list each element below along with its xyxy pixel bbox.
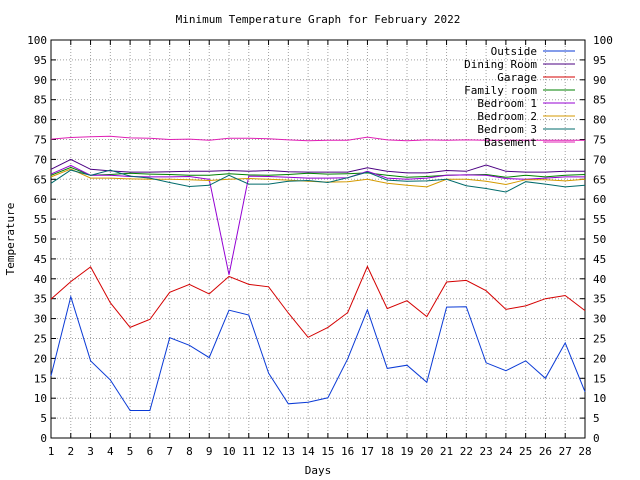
legend-label-bedroom-1: Bedroom 1 [477,97,537,110]
x-tick-label: 26 [539,445,552,458]
x-tick-label: 24 [499,445,513,458]
x-tick-label: 2 [67,445,74,458]
grid [51,40,585,438]
y-tick-label-right: 50 [593,233,606,246]
y-tick-label-right: 10 [593,392,606,405]
x-tick-label: 23 [479,445,492,458]
y-tick-label-left: 15 [34,372,47,385]
y-tick-label-right: 95 [593,54,606,67]
y-tick-label-right: 90 [593,74,606,87]
legend-label-family-room: Family room [464,84,537,97]
x-tick-label: 11 [242,445,255,458]
x-tick-label: 14 [301,445,315,458]
series-line-outside [50,294,586,411]
series-line-garage [50,265,586,338]
x-tick-label: 4 [107,445,114,458]
y-tick-label-left: 80 [34,114,47,127]
y-tick-label-right: 5 [593,412,600,425]
x-tick-label: 12 [262,445,275,458]
y-tick-label-right: 40 [593,273,606,286]
y-tick-label-left: 70 [34,153,47,166]
y-tick-label-right: 100 [593,34,613,47]
y-tick-label-left: 35 [34,293,47,306]
y-tick-label-right: 0 [593,432,600,445]
x-tick-label: 1 [48,445,55,458]
y-tick-label-left: 95 [34,54,47,67]
y-tick-label-right: 35 [593,293,606,306]
y-tick-label-right: 85 [593,94,606,107]
x-tick-label: 3 [87,445,94,458]
y-tick-label-right: 60 [593,193,606,206]
y-tick-label-left: 90 [34,74,47,87]
x-tick-label: 8 [186,445,193,458]
x-tick-label: 22 [460,445,473,458]
y-tick-label-left: 5 [40,412,47,425]
x-tick-label: 21 [440,445,453,458]
x-tick-label: 20 [420,445,433,458]
y-tick-label-right: 25 [593,333,606,346]
x-tick-label: 6 [147,445,154,458]
x-tick-label: 25 [519,445,532,458]
y-tick-label-right: 55 [593,213,606,226]
x-tick-label: 9 [206,445,213,458]
legend-label-garage: Garage [497,71,537,84]
y-tick-label-right: 20 [593,352,606,365]
series-line-family-room [50,166,586,178]
y-tick-label-left: 25 [34,333,47,346]
legend-label-dining-room: Dining Room [464,58,537,71]
x-tick-label: 27 [559,445,572,458]
y-tick-label-right: 30 [593,313,606,326]
series-line-basement [50,135,585,142]
y-tick-label-right: 70 [593,153,606,166]
chart-title: Minimum Temperature Graph for February 2… [176,13,461,26]
x-tick-label: 16 [341,445,354,458]
series-lines [50,135,586,411]
y-tick-label-left: 85 [34,94,47,107]
y-tick-label-right: 65 [593,173,606,186]
y-axis-label: Temperature [4,203,17,276]
legend-label-outside: Outside [491,45,537,58]
x-tick-label: 13 [282,445,295,458]
y-tick-label-right: 45 [593,253,606,266]
y-tick-label-left: 40 [34,273,47,286]
x-tick-label: 28 [578,445,591,458]
y-tick-label-left: 10 [34,392,47,405]
y-tick-label-right: 15 [593,372,606,385]
x-tick-label: 15 [321,445,334,458]
legend-label-bedroom-3: Bedroom 3 [477,123,537,136]
y-tick-label-left: 60 [34,193,47,206]
y-tick-label-left: 0 [40,432,47,445]
y-tick-label-left: 55 [34,213,47,226]
x-axis-label: Days [305,464,332,477]
x-tick-label: 5 [127,445,134,458]
y-tick-label-left: 30 [34,313,47,326]
legend-label-bedroom-2: Bedroom 2 [477,110,537,123]
x-tick-label: 19 [400,445,413,458]
x-tick-label: 17 [361,445,374,458]
x-tick-label: 18 [381,445,394,458]
x-tick-label: 10 [222,445,235,458]
y-tick-label-right: 75 [593,134,606,147]
y-tick-label-left: 20 [34,352,47,365]
y-tick-label-left: 100 [27,34,47,47]
y-tick-label-left: 75 [34,134,47,147]
y-tick-label-left: 65 [34,173,47,186]
series-line-bedroom-3 [50,169,586,193]
y-tick-label-left: 45 [34,253,47,266]
legend-label-basement: Basement [484,136,537,149]
x-tick-label: 7 [166,445,173,458]
y-tick-label-left: 50 [34,233,47,246]
y-tick-label-right: 80 [593,114,606,127]
series-line-dining-room [50,158,585,174]
